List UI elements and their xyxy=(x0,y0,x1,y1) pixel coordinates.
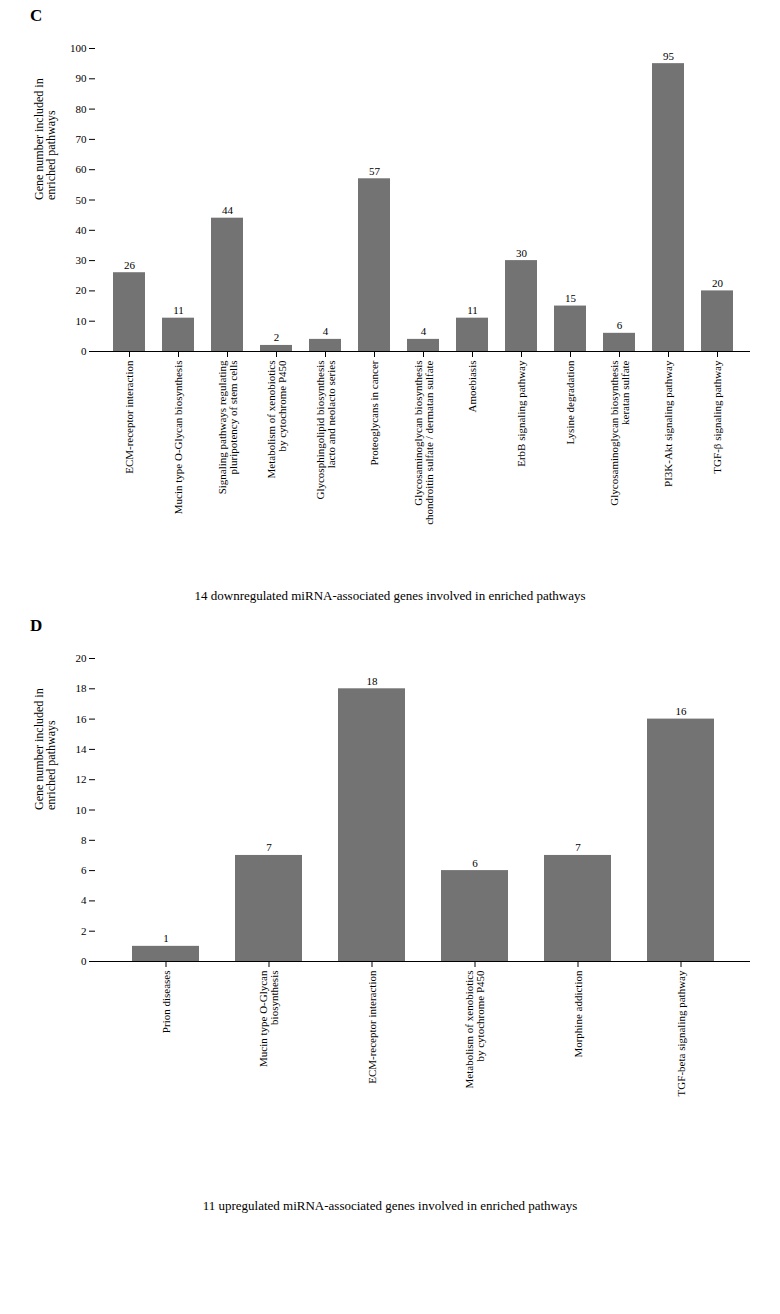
svg-text:Glycosaminoglycan biosynthesis: Glycosaminoglycan biosynthesiskeratan su… xyxy=(608,360,631,505)
svg-text:20: 20 xyxy=(712,277,724,289)
svg-text:6: 6 xyxy=(472,857,478,869)
svg-text:ECM-receptor interaction: ECM-receptor interaction xyxy=(366,970,378,1084)
svg-text:7: 7 xyxy=(575,841,581,853)
svg-text:14: 14 xyxy=(76,743,88,755)
svg-text:Mucin type O-Glycanbiosynthesi: Mucin type O-Glycanbiosynthesis xyxy=(257,970,280,1067)
svg-text:70: 70 xyxy=(76,133,88,145)
html-text:C: C xyxy=(30,6,43,25)
html-text:D: D xyxy=(30,616,43,635)
svg-text:Gene number included inenriche: Gene number included inenriched pathways xyxy=(32,78,58,200)
svg-text:16: 16 xyxy=(76,713,88,725)
svg-text:18: 18 xyxy=(367,675,379,687)
svg-text:TGF-beta signaling pathway: TGF-beta signaling pathway xyxy=(675,970,687,1096)
svg-text:30: 30 xyxy=(516,247,528,259)
svg-text:40: 40 xyxy=(76,224,88,236)
svg-text:100: 100 xyxy=(70,42,87,54)
svg-text:2: 2 xyxy=(274,331,280,343)
svg-text:Gene number included inenriche: Gene number included inenriched pathways xyxy=(32,688,58,810)
svg-text:16: 16 xyxy=(676,705,688,717)
svg-text:95: 95 xyxy=(663,50,675,62)
svg-text:57: 57 xyxy=(369,165,381,177)
svg-text:20: 20 xyxy=(76,284,88,296)
svg-text:6: 6 xyxy=(81,864,87,876)
html-text:14 downregulated miRNA-associa: 14 downregulated miRNA-associated genes … xyxy=(194,588,586,603)
svg-text:Mucin type O-Glycan biosynthes: Mucin type O-Glycan biosynthesis xyxy=(172,361,184,515)
svg-text:8: 8 xyxy=(81,834,87,846)
svg-text:ErbB signaling pathway: ErbB signaling pathway xyxy=(515,360,527,467)
svg-text:80: 80 xyxy=(76,103,88,115)
svg-text:TGF-β signaling pathway: TGF-β signaling pathway xyxy=(711,360,723,474)
svg-text:0: 0 xyxy=(81,955,87,967)
svg-text:Glycosphingolipid biosynthesis: Glycosphingolipid biosynthesislacto and … xyxy=(314,361,337,500)
svg-text:12: 12 xyxy=(76,773,87,785)
svg-text:15: 15 xyxy=(565,292,577,304)
svg-text:60: 60 xyxy=(76,163,88,175)
svg-text:7: 7 xyxy=(266,841,272,853)
svg-text:18: 18 xyxy=(76,682,88,694)
svg-text:0: 0 xyxy=(81,345,87,357)
svg-text:4: 4 xyxy=(81,894,87,906)
svg-text:6: 6 xyxy=(617,319,623,331)
svg-text:Signaling pathways regulatingp: Signaling pathways regulatingpluripotenc… xyxy=(216,360,239,494)
svg-text:44: 44 xyxy=(222,204,234,216)
svg-text:4: 4 xyxy=(421,325,427,337)
svg-text:Proteoglycans in cancer: Proteoglycans in cancer xyxy=(368,360,380,465)
svg-text:Lysine degradation: Lysine degradation xyxy=(564,360,576,445)
svg-text:50: 50 xyxy=(76,194,88,206)
svg-text:10: 10 xyxy=(76,315,88,327)
svg-text:Metabolism of xenobioticsby cy: Metabolism of xenobioticsby cytochrome P… xyxy=(463,970,486,1088)
svg-text:Morphine addiction: Morphine addiction xyxy=(572,970,584,1058)
svg-text:4: 4 xyxy=(323,325,329,337)
svg-text:26: 26 xyxy=(124,259,136,271)
svg-text:2: 2 xyxy=(81,925,87,937)
svg-text:30: 30 xyxy=(76,254,88,266)
svg-text:PI3K-Akt signaling pathway: PI3K-Akt signaling pathway xyxy=(662,360,674,487)
svg-text:Amoebiasis: Amoebiasis xyxy=(466,361,478,413)
svg-text:ECM-receptor interaction: ECM-receptor interaction xyxy=(123,360,135,474)
svg-text:10: 10 xyxy=(76,804,88,816)
svg-text:Prion diseases: Prion diseases xyxy=(160,971,172,1034)
svg-text:11: 11 xyxy=(173,304,184,316)
svg-text:11: 11 xyxy=(467,304,478,316)
svg-text:Metabolism of xenobioticsby cy: Metabolism of xenobioticsby cytochrome P… xyxy=(265,360,288,478)
svg-text:20: 20 xyxy=(76,652,88,664)
svg-text:1: 1 xyxy=(163,932,169,944)
html-text:11 upregulated miRNA-associate: 11 upregulated miRNA-associated genes in… xyxy=(202,1198,578,1213)
svg-text:Glycosaminoglycan biosynthesis: Glycosaminoglycan biosynthesischondroiti… xyxy=(412,360,435,524)
svg-text:90: 90 xyxy=(76,72,88,84)
